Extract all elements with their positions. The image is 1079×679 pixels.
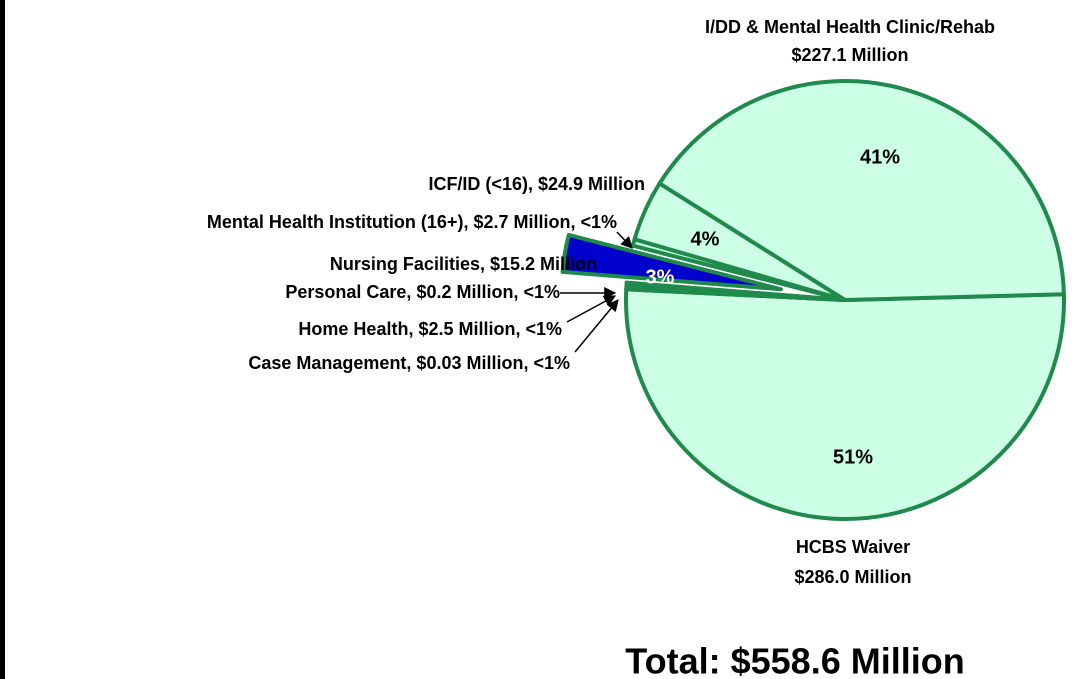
slice-label: Mental Health Institution (16+), $2.7 Mi… [207,212,617,232]
percent-label: 4% [691,228,720,250]
slice-label: Case Management, $0.03 Million, <1% [248,353,570,373]
percent-label: 41% [860,146,900,168]
slice-label: Personal Care, $0.2 Million, <1% [285,282,560,302]
leader-arrow [616,231,633,249]
leader-arrow [574,299,619,353]
pie-slice [560,232,783,292]
left-border [0,0,5,679]
chart-title: Total: $558.6 Million [625,641,964,679]
pie-slice [624,287,1066,522]
slice-label: HCBS Waiver [796,537,910,557]
slice-label: I/DD & Mental Health Clinic/Rehab [705,17,995,37]
percent-label: 3% [646,266,675,288]
percent-label: 51% [833,446,873,468]
pie-slice [624,280,847,302]
leader-arrow [566,295,617,323]
slice-label: Home Health, $2.5 Million, <1% [298,319,562,339]
slice-label: $286.0 Million [794,567,911,587]
slice-label: $227.1 Million [791,45,908,65]
slice-label: Nursing Facilities, $15.2 Million [330,254,597,274]
pie-slice [657,79,1066,302]
slice-label: ICF/ID (<16), $24.9 Million [428,174,645,194]
